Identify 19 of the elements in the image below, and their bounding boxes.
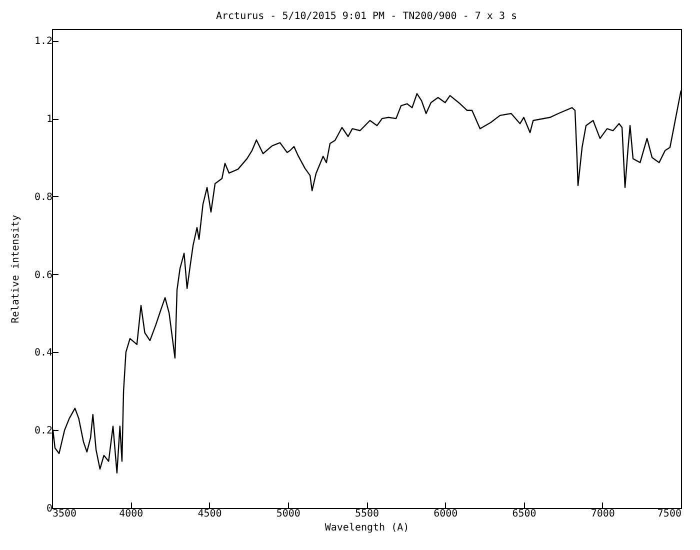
y-tick-label: 0 (46, 504, 52, 514)
y-tick-label: 0.4 (34, 348, 52, 359)
chart-title: Arcturus - 5/10/2015 9:01 PM - TN200/900 - 7 x 3 s (216, 11, 518, 22)
y-tick-label: 0.8 (34, 192, 52, 203)
y-tick-label: 0.6 (34, 270, 52, 281)
y-tick-label: 0.2 (34, 426, 52, 437)
y-tick-label: 1 (46, 114, 52, 126)
x-tick-label: 7500 (657, 508, 682, 520)
x-tick-label: 4000 (119, 508, 144, 520)
x-tick-label: 5500 (354, 508, 380, 520)
x-axis-title: Wavelength (A) (324, 522, 410, 534)
x-tick-label: 4500 (198, 508, 222, 520)
y-axis-title: Relative intensity (10, 214, 22, 324)
x-tick-label: 3500 (52, 508, 77, 520)
y-tick-label: 1.2 (34, 36, 52, 48)
x-tick-label: 5000 (276, 508, 300, 520)
x-tick-label: 6500 (512, 508, 536, 520)
x-tick-label: 6000 (434, 508, 458, 520)
x-tick-label: 7000 (590, 508, 615, 520)
